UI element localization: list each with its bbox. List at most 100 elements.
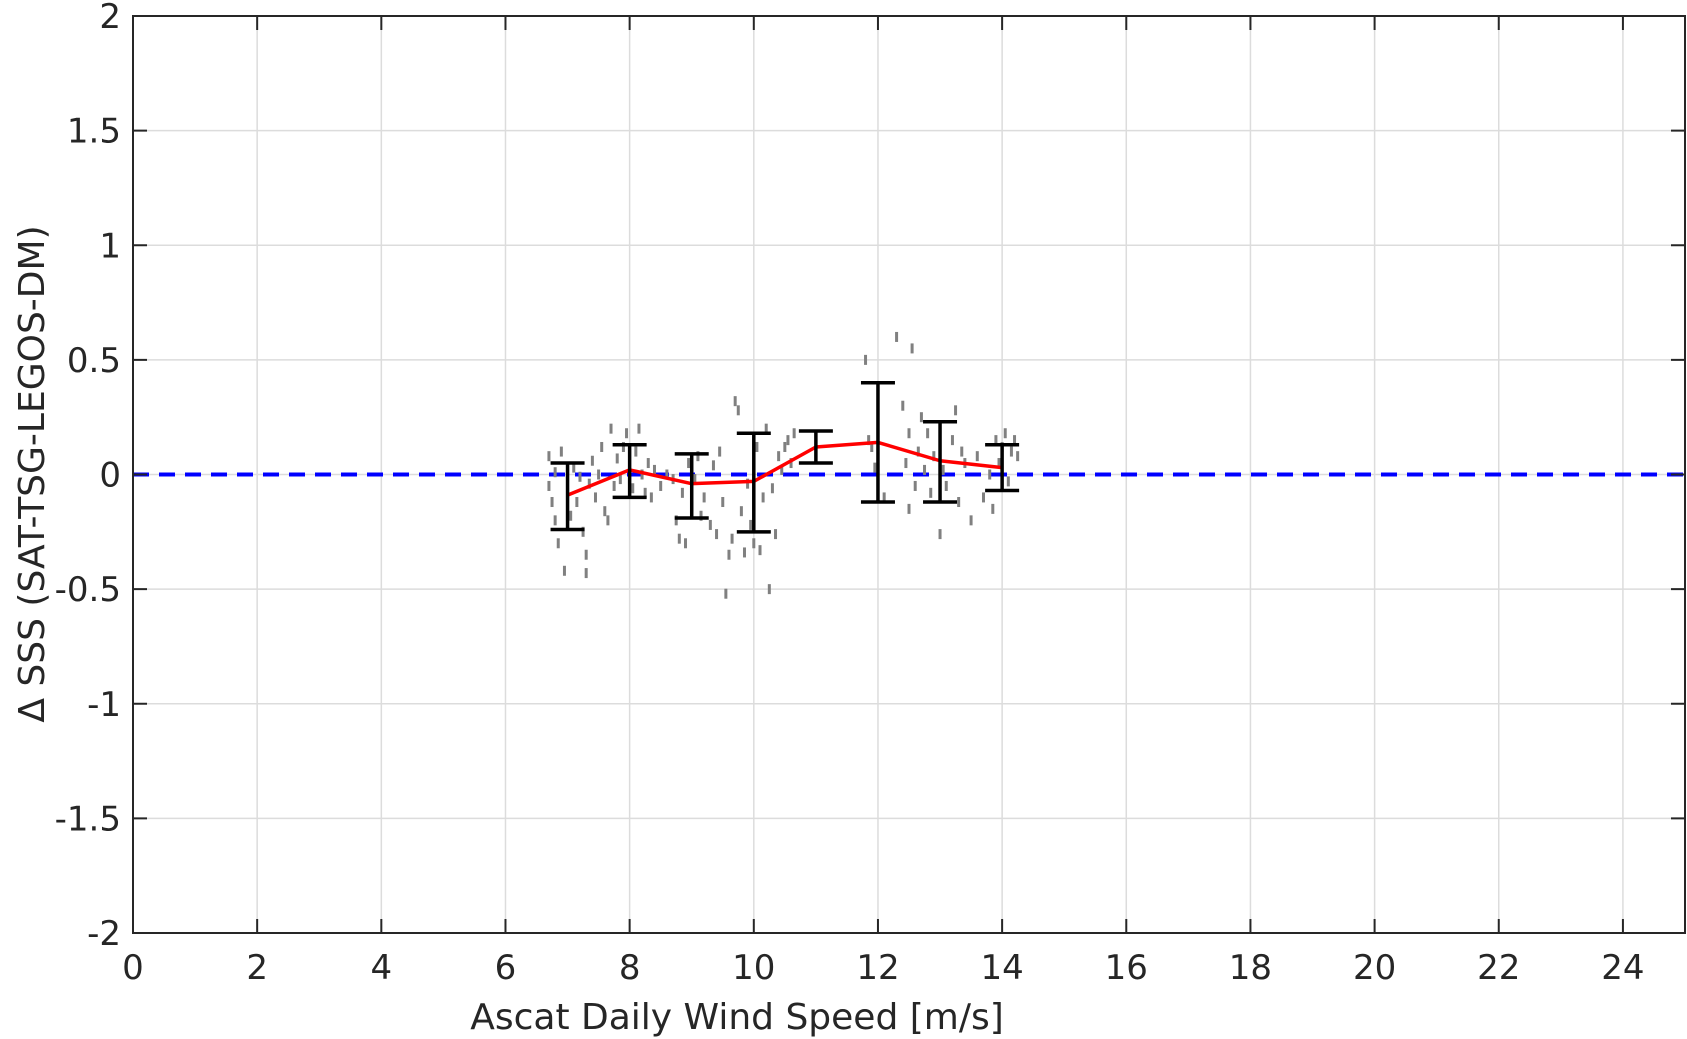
scatter-point	[916, 446, 920, 457]
x-tick-label: 12	[856, 948, 899, 988]
scatter-point	[581, 526, 585, 537]
scatter-point	[926, 428, 930, 439]
scatter-point	[1013, 435, 1017, 446]
scatter-point	[547, 451, 551, 462]
x-tick-label: 22	[1477, 948, 1520, 988]
scatter-point	[687, 458, 691, 469]
scatter-point	[597, 469, 601, 480]
scatter-point	[882, 492, 886, 503]
scatter-point	[696, 451, 700, 462]
y-axis-label: Δ SSS (SAT-TSG-LEGOS-DM)	[12, 225, 53, 722]
scatter-point	[584, 568, 588, 579]
scatter-point	[910, 343, 914, 354]
scatter-point	[981, 492, 985, 503]
scatter-point	[631, 483, 635, 494]
scatter-point	[932, 451, 936, 462]
mean-line	[566, 440, 1003, 497]
scatter-point	[553, 515, 557, 526]
scatter-point	[634, 446, 638, 457]
scatter-point	[652, 464, 656, 475]
scatter-point	[761, 492, 765, 503]
scatter-point	[988, 469, 992, 480]
scatter-point	[997, 458, 1001, 469]
x-tick-label: 0	[122, 948, 144, 988]
scatter-point	[699, 510, 703, 521]
y-tick-label: -1	[87, 685, 121, 725]
error-bar-series	[550, 381, 1020, 534]
scatter-point	[727, 549, 731, 560]
scatter-point	[867, 435, 871, 446]
axis-ticks	[132, 15, 1685, 934]
scatter-point	[562, 565, 566, 576]
scatter-point	[724, 588, 728, 599]
x-axis-label: Ascat Daily Wind Speed [m/s]	[470, 997, 1004, 1038]
scatter-point	[715, 529, 719, 540]
scatter-point	[590, 455, 594, 466]
scatter-point	[625, 428, 629, 439]
scatter-point	[755, 441, 759, 452]
scatter-point	[767, 584, 771, 595]
y-tick-label: 0	[99, 456, 121, 496]
scatter-point	[702, 492, 706, 503]
y-tick-labels: -2 -1.5 -1 -0.5 0 0.5 1 1.5 2	[55, 0, 121, 954]
scatter-point	[941, 464, 945, 475]
scatter-point	[975, 451, 979, 462]
mean-line-series	[566, 440, 1003, 497]
scatter-point	[994, 435, 998, 446]
scatter-point	[618, 474, 622, 485]
scatter-point	[677, 533, 681, 544]
scatter-point	[960, 446, 964, 457]
scatter-point	[873, 462, 877, 473]
scatter-point	[584, 549, 588, 560]
scatter-point	[969, 515, 973, 526]
scatter-point	[718, 446, 722, 457]
scatter-point	[612, 480, 616, 491]
scatter-point	[606, 515, 610, 526]
scatter-point	[895, 331, 899, 342]
scatter-point	[593, 492, 597, 503]
y-tick-label: 1	[99, 226, 121, 266]
scatter-point	[1009, 446, 1013, 457]
scatter-point	[792, 428, 796, 439]
scatter-point	[693, 474, 697, 485]
scatter-point	[547, 480, 551, 491]
scatter-series	[547, 331, 1020, 599]
scatter-point	[739, 506, 743, 517]
scatter-point	[944, 480, 948, 491]
y-tick-label: 1.5	[67, 112, 121, 152]
scatter-point	[587, 478, 591, 489]
scatter-point	[578, 471, 582, 482]
scatter-point	[575, 497, 579, 508]
scatter-point	[904, 458, 908, 469]
y-tick-label: 0.5	[67, 341, 121, 381]
scatter-point	[786, 435, 790, 446]
x-tick-labels: 0 2 4 6 8 10 12 14 16 18 20 22 24	[122, 948, 1644, 988]
scatter-point	[742, 547, 746, 558]
x-tick-label: 20	[1353, 948, 1396, 988]
scatter-point	[733, 396, 737, 407]
scatter-point	[1003, 428, 1007, 439]
scatter-point	[553, 467, 557, 478]
scatter-point	[919, 412, 923, 423]
scatter-point	[950, 435, 954, 446]
scatter-point	[913, 480, 917, 491]
scatter-point	[649, 492, 653, 503]
scatter-point	[870, 441, 874, 452]
x-tick-label: 16	[1105, 948, 1148, 988]
scatter-point	[721, 497, 725, 508]
scatter-point	[901, 400, 905, 411]
scatter-point	[991, 503, 995, 514]
scatter-point	[556, 538, 560, 549]
x-tick-label: 4	[370, 948, 392, 988]
x-tick-label: 18	[1229, 948, 1272, 988]
x-tick-label: 10	[732, 948, 775, 988]
scatter-point	[643, 487, 647, 498]
y-tick-label: -0.5	[55, 570, 121, 610]
scatter-point	[603, 506, 607, 517]
scatter-point	[600, 441, 604, 452]
scatter-point	[684, 538, 688, 549]
scatter-point	[954, 405, 958, 416]
scatter-point	[864, 354, 868, 365]
scatter-point	[711, 460, 715, 471]
